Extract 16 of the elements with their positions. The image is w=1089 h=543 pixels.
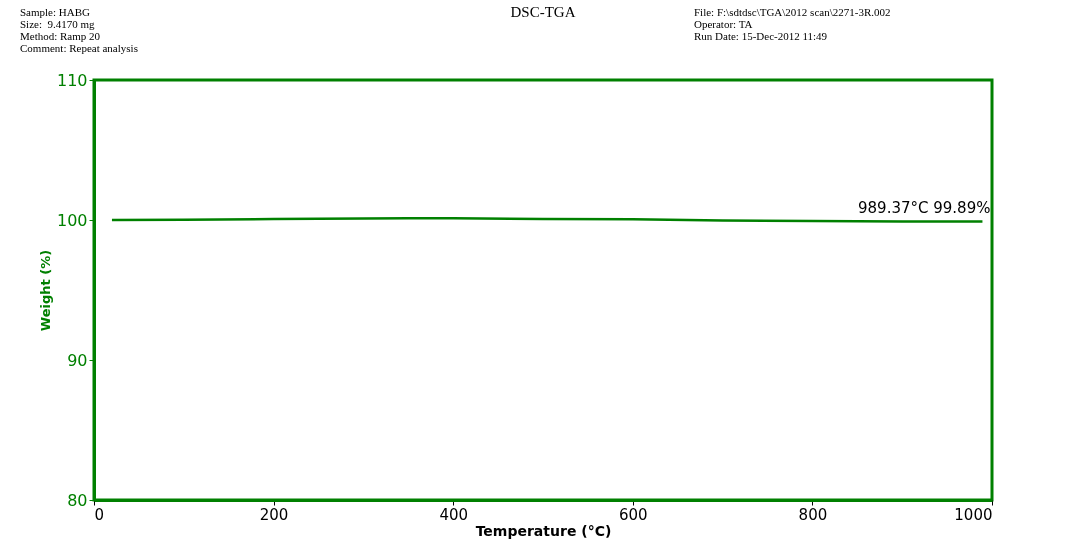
text: Sample: HABG Size: 9.4170 mg Method: Ramp 20 Comment: Repeat analysis (20, 6, 138, 54)
x-tick-label: 1000 (954, 505, 993, 524)
x-tick-label: 600 (618, 505, 648, 524)
x-tick-label: 400 (439, 505, 469, 524)
x-tick-label: 0 (94, 505, 105, 524)
text: File: F:\sdtdsc\TGA\2012 scan\2271-3R.002 Operator: TA Run Date: 15-Dec-2012 11:49 (694, 6, 891, 42)
x-axis-title: Temperature (°C) (475, 522, 612, 539)
chart-title: DSC-TGA (510, 4, 576, 20)
annotation: 989.37°C 99.89% (858, 198, 991, 217)
x-tick-label: 800 (798, 505, 828, 524)
y-tick-label: 90 (67, 350, 88, 370)
y-tick-label: 80 (67, 490, 88, 510)
y-tick-label: 100 (56, 210, 88, 230)
y-axis-title: Weight (%) (37, 249, 53, 332)
y-tick-label: 110 (56, 70, 88, 90)
x-tick-label: 200 (259, 505, 289, 524)
